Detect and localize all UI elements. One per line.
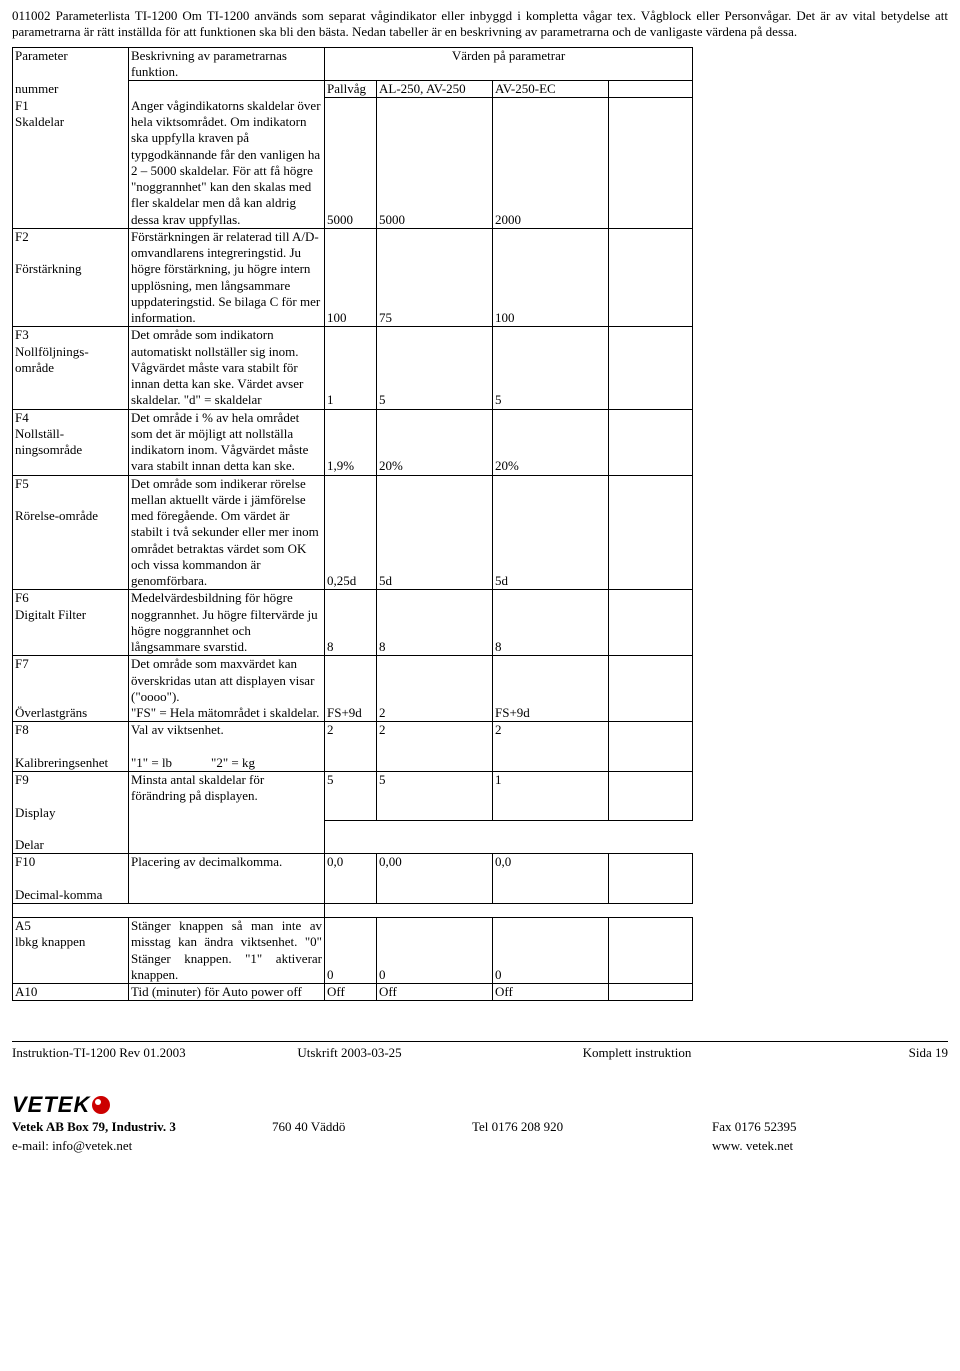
row-f7-desc: Det område som maxvärdet kan överskridas… — [129, 656, 325, 722]
row-f6-param: F6 Digitalt Filter — [13, 590, 129, 656]
row-a10-v2: Off — [377, 984, 493, 1001]
row-f4-v3: 20% — [493, 409, 609, 475]
row-f1-desc: Anger vågindikatorns skaldelar över hela… — [129, 98, 325, 229]
row-f3-desc: Det område som indikatorn automatiskt no… — [129, 327, 325, 409]
row-a5-desc: Stänger knappen så man inte av misstag k… — [129, 918, 325, 984]
row-f8-v3: 2 — [493, 722, 609, 772]
row-f5-v2: 5d — [377, 475, 493, 590]
row-f1-param: F1 Skaldelar — [13, 98, 129, 229]
row-a5-v2: 0 — [377, 918, 493, 984]
row-f6-v2: 8 — [377, 590, 493, 656]
footer-line-1: Instruktion-TI-1200 Rev 01.2003 Utskrift… — [12, 1044, 948, 1062]
row-f5-v3: 5d — [493, 475, 609, 590]
row-f4-param: F4 Nollställ-ningsområde — [13, 409, 129, 475]
row-f4-desc: Det område i % av hela området som det ä… — [129, 409, 325, 475]
logo-dot-icon — [92, 1096, 110, 1114]
row-f2-param: F2 Förstärkning — [13, 228, 129, 327]
row-f2-desc: Förstärkningen är relaterad till A/D-omv… — [129, 228, 325, 327]
row-f5-param: F5 Rörelse-område — [13, 475, 129, 590]
row-f1-v2: 5000 — [377, 98, 493, 229]
row-f5-desc: Det område som indikerar rörelse mellan … — [129, 475, 325, 590]
row-f8-param: F8 Kalibreringsenhet — [13, 722, 129, 772]
row-f7-v3: FS+9d — [493, 656, 609, 722]
row-f1-v1: 5000 — [325, 98, 377, 229]
row-f3-v3: 5 — [493, 327, 609, 409]
row-a5-param: A5 lbkg knappen — [13, 918, 129, 984]
vetek-logo: VETEK — [12, 1092, 110, 1118]
row-f10-v1: 0,0 — [325, 854, 377, 904]
hdr-desc: Beskrivning av parametrarnas funktion. — [129, 47, 325, 81]
hdr-parameter: Parameter — [13, 47, 129, 81]
hdr-col-al250: AL-250, AV-250 — [377, 81, 493, 98]
row-f9-desc: Minsta antal skaldelar för förändring på… — [129, 772, 325, 821]
row-f4-v2: 20% — [377, 409, 493, 475]
row-f3-v2: 5 — [377, 327, 493, 409]
parameter-table: Parameter Beskrivning av parametrarnas f… — [12, 47, 693, 1002]
row-f7-v2: 2 — [377, 656, 493, 722]
row-f10-v2: 0,00 — [377, 854, 493, 904]
row-f10-param: F10 Decimal-komma — [13, 854, 129, 904]
row-f9-v1: 5 — [325, 772, 377, 821]
footer-rule — [12, 1041, 948, 1042]
row-a10-v1: Off — [325, 984, 377, 1001]
row-f10-v3: 0,0 — [493, 854, 609, 904]
hdr-values: Värden på parametrar — [325, 47, 693, 81]
row-f9-v2: 5 — [377, 772, 493, 821]
row-a10-v3: Off — [493, 984, 609, 1001]
row-f2-v3: 100 — [493, 228, 609, 327]
intro-paragraph: 011002 Parameterlista TI-1200 Om TI-1200… — [12, 8, 948, 41]
row-f9-param: F9 Display — [13, 772, 129, 821]
row-f9-v3: 1 — [493, 772, 609, 821]
row-f1-v3: 2000 — [493, 98, 609, 229]
row-delar: Delar — [13, 821, 129, 854]
row-f2-v2: 75 — [377, 228, 493, 327]
row-f5-v1: 0,25d — [325, 475, 377, 590]
row-f2-v1: 100 — [325, 228, 377, 327]
row-f6-v1: 8 — [325, 590, 377, 656]
row-a10-param: A10 — [13, 984, 129, 1001]
hdr-col-pallvag: Pallvåg — [325, 81, 377, 98]
row-f8-v1: 2 — [325, 722, 377, 772]
row-f6-desc: Medelvärdesbildning för högre noggrannhe… — [129, 590, 325, 656]
row-f10-desc: Placering av decimalkomma. — [129, 854, 325, 904]
row-f8-desc: Val av viktsenhet. "1" = lb "2" = kg — [129, 722, 325, 772]
footer-block-2: Vetek AB Box 79, Industriv. 3 760 40 Väd… — [12, 1118, 948, 1154]
row-f7-param: F7 Överlastgräns — [13, 656, 129, 722]
row-f6-v3: 8 — [493, 590, 609, 656]
row-f8-v2: 2 — [377, 722, 493, 772]
row-a10-desc: Tid (minuter) för Auto power off — [129, 984, 325, 1001]
row-a5-v3: 0 — [493, 918, 609, 984]
row-f3-param: F3 Nollföljnings-område — [13, 327, 129, 409]
hdr-col-av250ec: AV-250-EC — [493, 81, 609, 98]
row-f4-v1: 1,9% — [325, 409, 377, 475]
row-f7-v1: FS+9d — [325, 656, 377, 722]
row-a5-v1: 0 — [325, 918, 377, 984]
row-f3-v1: 1 — [325, 327, 377, 409]
hdr-nummer: nummer — [13, 81, 129, 98]
